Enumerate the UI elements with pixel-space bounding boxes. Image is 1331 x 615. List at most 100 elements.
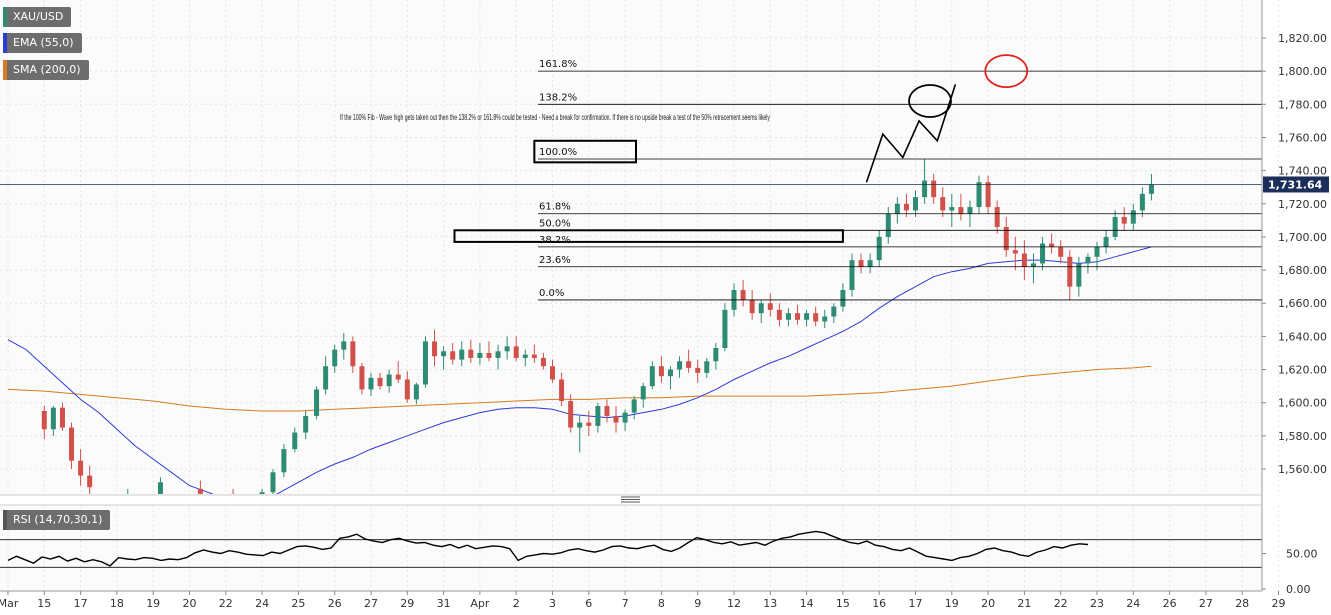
fib-levels: 0.0% 23.6% 38.2% 50.0% 61.8% 100.0% 138.2% 161.… <box>537 59 1262 301</box>
x-tick-label: 19 <box>945 597 959 610</box>
candle <box>785 308 791 327</box>
y-tick-label: 1,740.00 <box>1278 165 1327 178</box>
candle <box>78 449 84 486</box>
legend-symbol-label: XAU/USD <box>13 10 64 23</box>
candle <box>1067 250 1073 300</box>
candle-body <box>686 361 692 368</box>
candle-body <box>559 379 565 402</box>
candle <box>1139 187 1145 218</box>
x-tick-label: 19 <box>146 597 160 610</box>
candle <box>640 382 646 408</box>
legend-ema[interactable]: EMA (55,0) <box>3 33 82 53</box>
drawn-box[interactable] <box>453 229 844 243</box>
x-tick-label: 22 <box>219 597 233 610</box>
legend-rsi[interactable]: RSI (14,70,30,1) <box>3 510 111 530</box>
candle-body <box>849 260 855 290</box>
projection-path[interactable] <box>865 84 957 183</box>
candle-body <box>468 349 474 358</box>
candle <box>41 406 47 440</box>
legend-symbol[interactable]: XAU/USD <box>3 7 72 27</box>
pane-divider-handle[interactable] <box>0 494 1262 506</box>
legend-sma[interactable]: SMA (200,0) <box>3 60 89 80</box>
candle-body <box>894 203 900 214</box>
x-tick-label: 8 <box>658 597 665 610</box>
candle-body <box>586 422 592 426</box>
candle <box>931 173 937 204</box>
candle-body <box>1103 236 1109 247</box>
x-tick-label: 20 <box>981 597 995 610</box>
candle-body <box>323 366 329 390</box>
x-tick-label: 7 <box>622 597 629 610</box>
fib-label: 138.2% <box>539 92 577 103</box>
x-tick-label: 26 <box>328 597 342 610</box>
candle <box>504 336 510 360</box>
y-tick-label: 1,620.00 <box>1278 364 1327 377</box>
candle <box>595 402 601 433</box>
candle-body <box>550 366 555 380</box>
candle-body <box>785 313 791 320</box>
candle-body <box>1012 250 1018 254</box>
candle <box>69 422 75 469</box>
candle <box>704 357 710 378</box>
candle <box>1112 210 1118 241</box>
candle <box>341 333 347 360</box>
target-circle-black[interactable] <box>908 84 952 118</box>
candle <box>568 394 574 433</box>
candle-body <box>450 351 456 360</box>
candle-body <box>713 347 719 362</box>
candle-body <box>292 432 298 450</box>
target-circle-red[interactable] <box>984 54 1029 89</box>
candle-body <box>78 460 84 476</box>
candle-body <box>50 407 56 430</box>
candle <box>985 175 991 214</box>
candle-body <box>281 449 287 473</box>
candle <box>767 293 773 317</box>
candle <box>858 253 864 274</box>
candle-body <box>197 488 203 494</box>
candle <box>885 207 891 244</box>
candle-body <box>69 427 75 461</box>
candle-body <box>441 351 447 357</box>
candle <box>559 372 565 407</box>
candle <box>1148 173 1154 201</box>
legend-sma-label: SMA (200,0) <box>13 63 81 76</box>
rsi-line <box>7 530 1089 567</box>
candle-body <box>1085 256 1091 264</box>
candle-body <box>767 303 773 310</box>
candle-body <box>1112 217 1118 237</box>
x-tick-label: 29 <box>400 597 414 610</box>
y-tick-label: 1,820.00 <box>1278 32 1327 45</box>
candle-body <box>1121 217 1127 224</box>
candle <box>59 402 65 431</box>
drawn-box[interactable] <box>533 139 637 164</box>
candle <box>359 362 365 395</box>
ema-swatch <box>3 33 7 53</box>
drawing-overlays[interactable] <box>0 54 1262 243</box>
x-tick-label: 20 <box>183 597 197 610</box>
y-tick-label: 1,800.00 <box>1278 65 1327 78</box>
candle-body <box>404 379 410 400</box>
candle <box>495 344 501 370</box>
candle-body <box>840 289 846 307</box>
fib-label: 0.0% <box>539 288 564 299</box>
candle-body <box>350 341 356 367</box>
candle <box>386 369 392 393</box>
candle-body <box>386 374 392 387</box>
candle <box>1130 203 1136 231</box>
candle-body <box>822 316 828 322</box>
candle-body <box>994 207 1000 227</box>
candle-series <box>41 159 1154 503</box>
sma-series <box>7 365 1152 412</box>
candle-body <box>677 361 683 370</box>
candle <box>477 343 483 365</box>
candle-body <box>125 496 130 503</box>
candle-body <box>876 236 882 261</box>
y-tick-label: 1,660.00 <box>1278 297 1327 310</box>
x-tick-label: 12 <box>727 597 741 610</box>
candle <box>649 361 655 390</box>
candle-body <box>740 289 746 300</box>
candle <box>157 477 163 494</box>
candle-body <box>885 213 891 237</box>
candle-body <box>831 306 837 317</box>
